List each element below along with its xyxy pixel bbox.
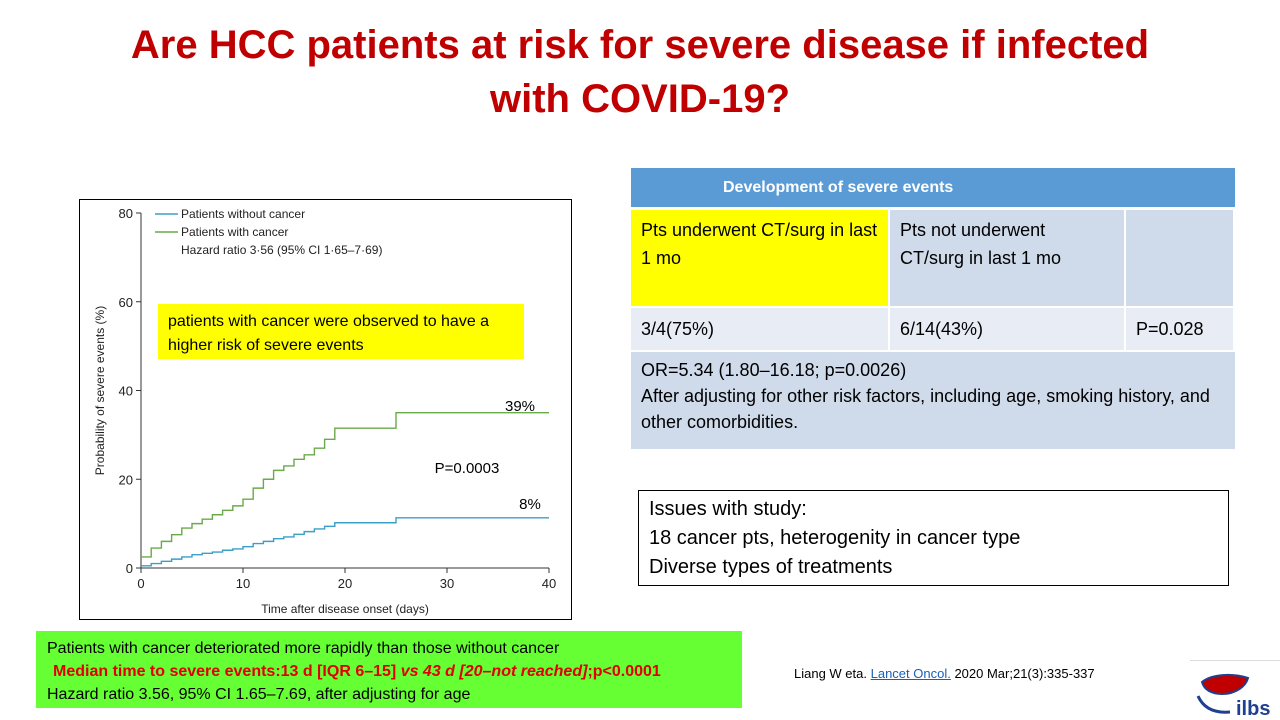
title-line-1: Are HCC patients at risk for severe dise… [130, 23, 1150, 67]
table-cell-p-value: P=0.028 [1126, 308, 1235, 352]
y-tick-label: 40 [119, 384, 133, 399]
hazard-ratio-note: Hazard ratio 3·56 (95% CI 1·65–7·69) [181, 243, 382, 257]
liver-icon [1200, 673, 1250, 696]
citation: Liang W eta. Lancet Oncol. 2020 Mar;21(3… [794, 666, 1095, 681]
table-cell-or: OR=5.34 (1.80–16.18; p=0.0026) After adj… [631, 352, 1235, 449]
summary-line-1: Patients with cancer deteriorated more r… [47, 640, 560, 657]
x-tick-label: 40 [542, 576, 556, 591]
logo-swoosh [1196, 695, 1231, 714]
x-axis-label: Time after disease onset (days) [261, 602, 429, 616]
y-axis-label: Probability of severe events (%) [93, 306, 107, 475]
table-cell-not-underwent: Pts not underwent CT/surg in last 1 mo [890, 210, 1126, 308]
table-cell-underwent-value: 3/4(75%) [631, 308, 890, 352]
citation-details: 2020 Mar;21(3):335-337 [950, 666, 1095, 681]
issues-item-2: Diverse types of treatments [649, 556, 893, 578]
km-curve-with-cancer [141, 411, 549, 558]
km-curve-without-cancer [141, 517, 549, 567]
y-tick-label: 60 [119, 295, 133, 310]
table-cell-empty [1126, 210, 1235, 308]
citation-author: Liang W eta. [794, 666, 871, 681]
x-tick-label: 0 [137, 576, 144, 591]
title-line-2: with COVID-19? [489, 77, 791, 121]
x-tick-label: 20 [338, 576, 352, 591]
annotation-8pct: 8% [519, 496, 541, 513]
table-cell-not-underwent-value: 6/14(43%) [890, 308, 1126, 352]
summary-box: Patients with cancer deteriorated more r… [36, 631, 742, 708]
median-time: Median time to severe events:13 d [IQR 6… [53, 663, 401, 680]
y-tick-label: 20 [119, 472, 133, 487]
legend-entry: Patients with cancer [181, 225, 288, 239]
x-tick-label: 10 [236, 576, 250, 591]
annotation-39pct: 39% [505, 398, 535, 415]
severe-events-table: Development of severe events Pts underwe… [631, 168, 1235, 449]
km-chart-svg: 0 20 40 60 80 0 10 20 30 40 Time after disease ons… [93, 206, 556, 616]
logo-text: ilbs [1236, 698, 1270, 720]
km-chart: 0 20 40 60 80 0 10 20 30 40 Time after disease ons… [79, 199, 572, 620]
summary-line-3: Hazard ratio 3.56, 95% CI 1.65–7.69, aft… [47, 686, 471, 703]
issues-item-1: 18 cancer pts, heterogenity in cancer ty… [649, 527, 1021, 549]
x-tick-label: 30 [440, 576, 454, 591]
ilbs-logo: ilbs [1196, 673, 1270, 720]
legend-entry: Patients without cancer [181, 207, 305, 221]
table-cell-underwent: Pts underwent CT/surg in last 1 mo [631, 210, 890, 308]
chart-note: patients with cancer were observed to ha… [158, 304, 524, 359]
median-comparison: vs 43 d [20–not reached] [400, 663, 588, 680]
issues-title: Issues with study: [649, 498, 807, 520]
logo-divider [1190, 660, 1280, 661]
or-line: OR=5.34 (1.80–16.18; p=0.0026) [641, 360, 907, 380]
y-tick-label: 80 [119, 206, 133, 221]
median-p: ;p<0.0001 [587, 663, 661, 680]
adjusting-line: After adjusting for other risk factors, … [641, 386, 1210, 432]
citation-journal-link[interactable]: Lancet Oncol. [870, 666, 951, 681]
y-tick-label: 0 [126, 561, 133, 576]
table-header: Development of severe events [631, 168, 1235, 210]
slide-title: Are HCC patients at risk for severe dise… [0, 18, 1280, 126]
annotation-p-value: P=0.0003 [435, 460, 500, 477]
issues-box: Issues with study: 18 cancer pts, hetero… [638, 490, 1229, 586]
summary-line-2: Median time to severe events:13 d [IQR 6… [47, 660, 742, 683]
